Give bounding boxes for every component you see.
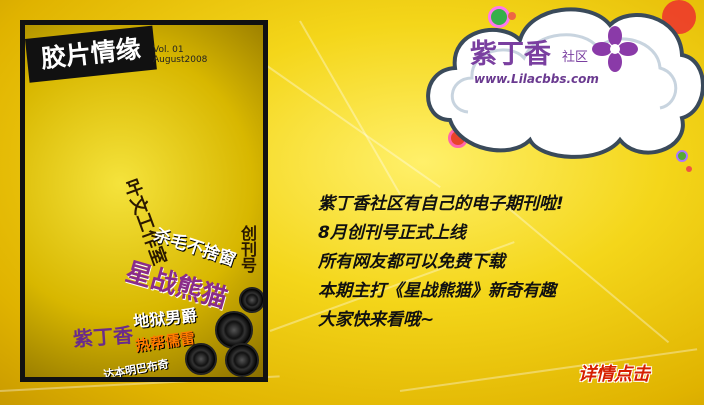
announcement-line: 大家快来看哦~ [318,310,435,330]
decor-dot [676,150,688,162]
magazine-cover[interactable]: 胶片情缘 Vol. 01 August2008 叶文工作室 创刊号 杀毛不捨窗 … [20,20,268,382]
background-streak [399,348,698,392]
lilac-flower-icon [592,26,638,72]
cover-date: August2008 [153,55,208,65]
cover-headline-6: 达本明巴布奇 [102,357,170,377]
speaker-icon [215,311,253,349]
cover-title: 胶片情缘 [25,25,157,83]
cover-issue-label: 创刊号 [238,225,257,273]
cover-issue-info: Vol. 01 August2008 [153,45,207,65]
announcement-line: 所有网友都可以免费下载 [318,252,505,272]
announcement-line: 紫丁香社区有自己的电子期刊啦! [318,194,564,214]
decor-dot [508,12,516,20]
community-logo[interactable]: 紫丁香 社区 www.Lilacbbs.com [420,0,704,165]
cover-brand: 紫丁香 [72,322,134,352]
speaker-icon [239,287,263,313]
announcement-line: 本期主打《星战熊猫》新奇有趣 [318,281,556,301]
announcement-text: 紫丁香社区有自己的电子期刊啦! 8月创刊号正式上线 所有网友都可以免费下载 本期… [318,190,564,335]
speaker-icon [225,343,259,377]
cover-volume: Vol. 01 [153,45,184,55]
speaker-icon [185,343,217,375]
logo-url: www.Lilacbbs.com [474,72,599,86]
logo-name: 紫丁香 [470,39,551,70]
details-link[interactable]: 详情点击 [578,364,650,385]
announcement-line: 8月创刊号正式上线 [318,223,466,243]
logo-community-label: 社区 [562,50,589,65]
background-streak [299,20,401,195]
background-streak [259,60,441,189]
decor-dot [686,166,692,172]
magazine-cover-art: 胶片情缘 Vol. 01 August2008 叶文工作室 创刊号 杀毛不捨窗 … [25,25,263,377]
